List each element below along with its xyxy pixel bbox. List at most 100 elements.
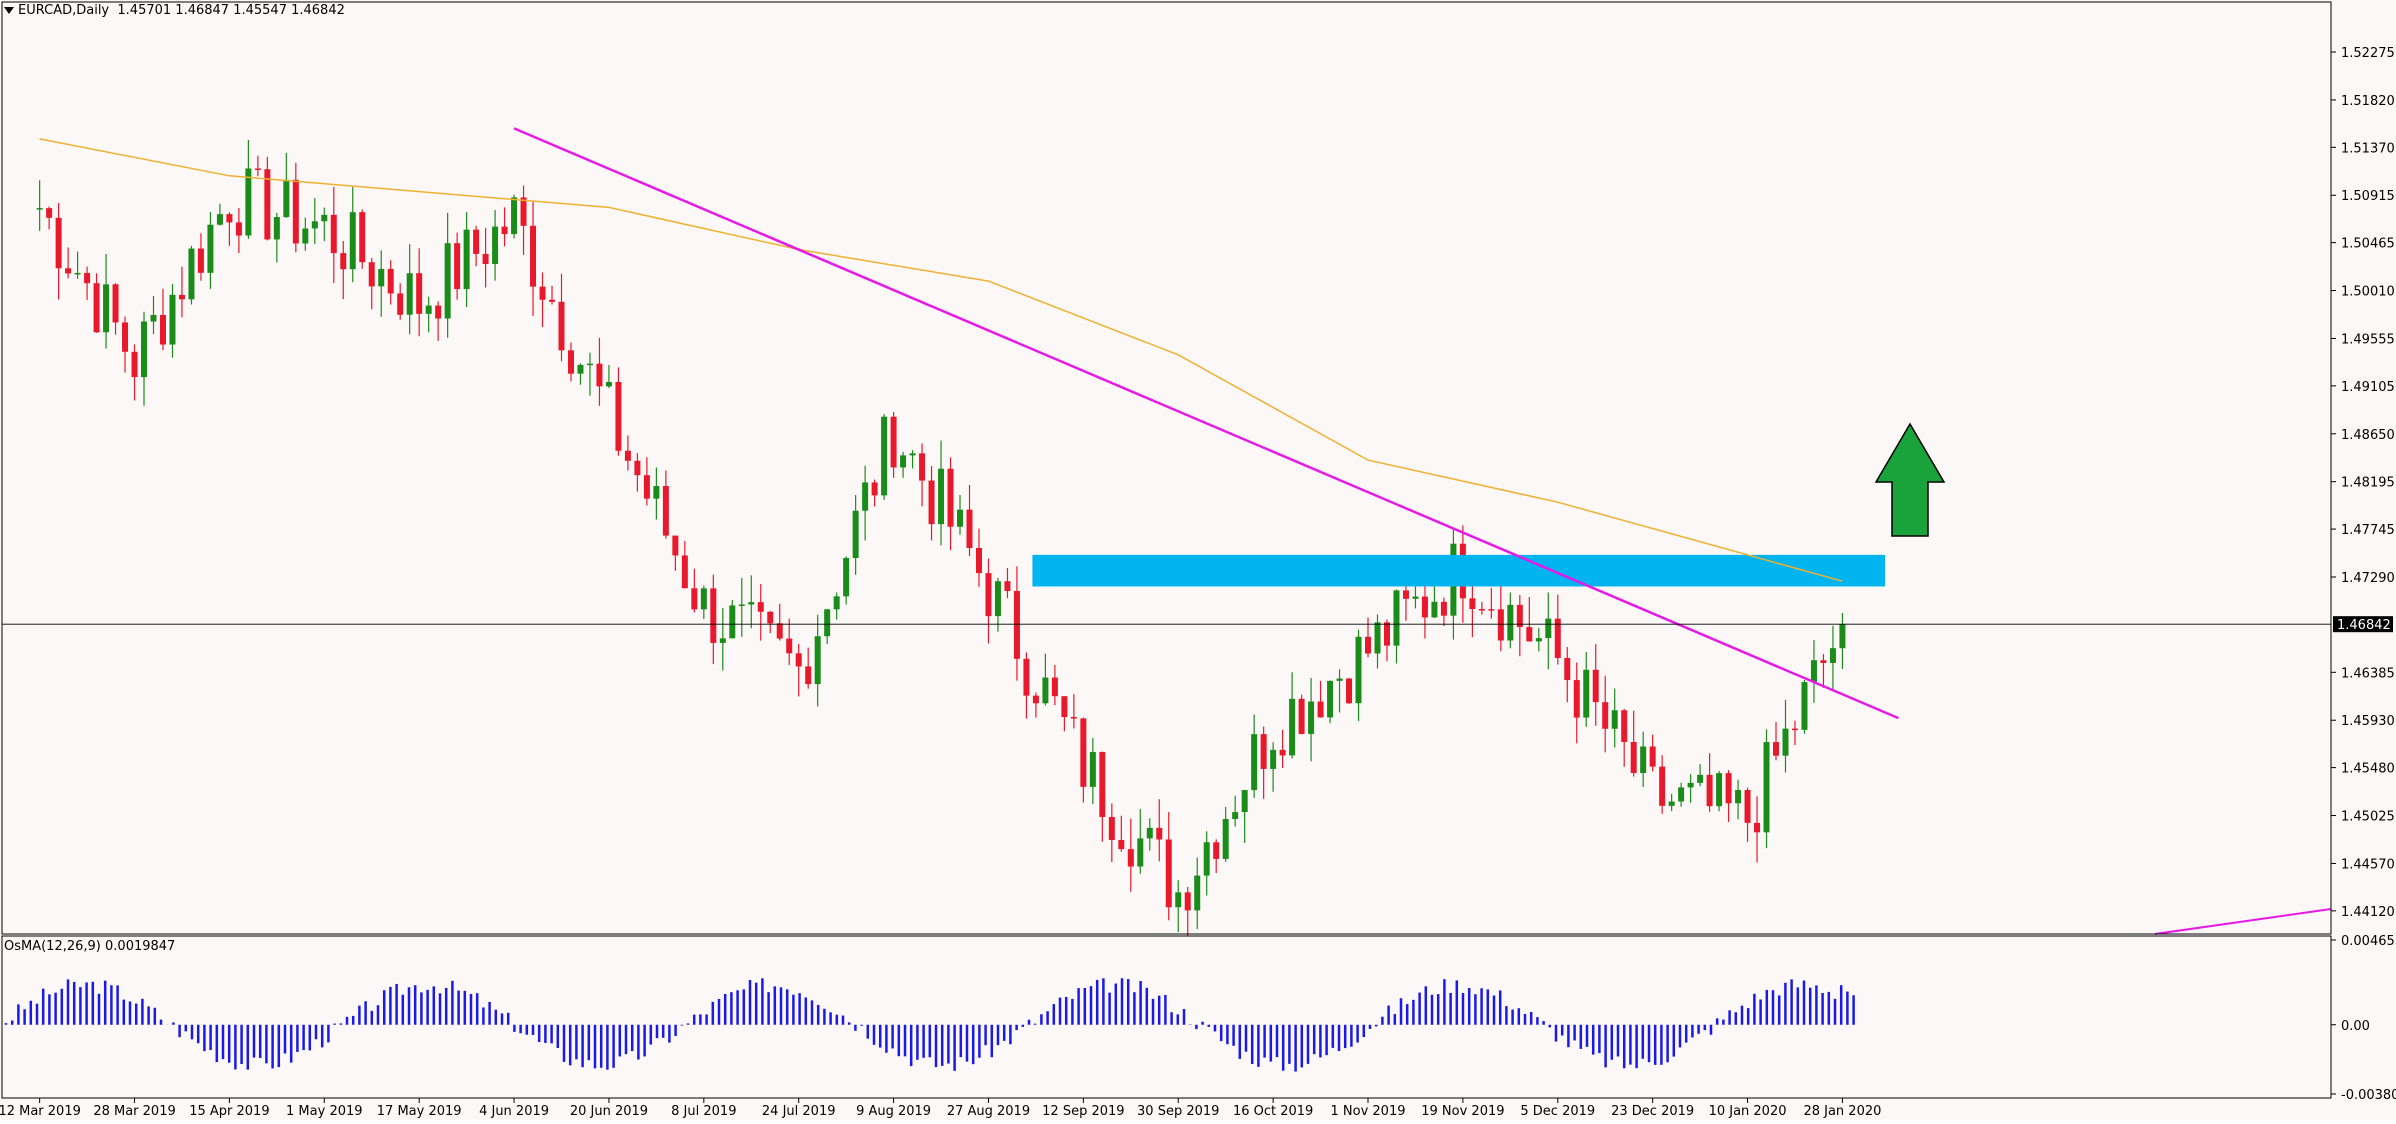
- candle-body: [1298, 698, 1305, 734]
- candle-body: [643, 475, 650, 499]
- candle-body: [1317, 701, 1324, 718]
- candle-body: [1241, 790, 1248, 813]
- candle-body: [814, 636, 821, 685]
- candle-body: [1412, 596, 1419, 599]
- osma-name: OsMA(12,26,9): [4, 939, 101, 954]
- x-tick-label: 9 Aug 2019: [856, 1104, 931, 1119]
- candle-body: [729, 605, 736, 639]
- candle-body: [890, 416, 897, 468]
- candle-body: [65, 268, 72, 274]
- x-tick-label: 23 Dec 2019: [1611, 1104, 1694, 1119]
- candle-body: [302, 228, 309, 244]
- y-tick-label: 1.44120: [2341, 905, 2395, 920]
- candle-body: [975, 547, 982, 574]
- candle-body: [1156, 827, 1163, 840]
- candle-body: [330, 214, 337, 254]
- candle-body: [1099, 752, 1106, 817]
- candle-body: [1507, 604, 1514, 641]
- candle-body: [122, 322, 129, 352]
- candle-body: [805, 666, 812, 685]
- candle-body: [150, 314, 157, 322]
- candle-body: [919, 453, 926, 481]
- osma-y-tick-label: 0.00: [2341, 1019, 2370, 1034]
- candle-body: [55, 217, 62, 269]
- candle-body: [1488, 609, 1495, 611]
- candle-body: [340, 253, 347, 270]
- candle-body: [1554, 618, 1561, 658]
- candle-body: [1004, 581, 1011, 591]
- candle-body: [425, 305, 432, 314]
- candle-body: [1706, 774, 1713, 807]
- osma-y-tick-label: 0.0046536: [2341, 934, 2396, 949]
- ohlc-low: 1.45547: [233, 3, 287, 18]
- candle-body: [1478, 608, 1485, 611]
- arrow-up-icon: [1874, 422, 1946, 537]
- candle-body: [473, 229, 480, 254]
- candle-body: [1042, 677, 1049, 704]
- x-tick-label: 27 Aug 2019: [947, 1104, 1030, 1119]
- candle-body: [1431, 601, 1438, 618]
- osma-header: OsMA(12,26,9) 0.0019847: [4, 939, 175, 954]
- candle-body: [264, 169, 271, 240]
- y-tick-label: 1.50915: [2341, 189, 2395, 204]
- candle-body: [748, 602, 755, 605]
- candle-body: [188, 248, 195, 300]
- x-tick-label: 19 Nov 2019: [1421, 1104, 1504, 1119]
- candle-body: [1564, 657, 1571, 681]
- candle-body: [947, 468, 954, 527]
- candle-body: [1668, 801, 1675, 806]
- candle-body: [1213, 842, 1220, 859]
- candle-body: [928, 480, 935, 525]
- candle-body: [235, 222, 242, 236]
- candle-body: [662, 486, 669, 536]
- candle-body: [1640, 746, 1647, 773]
- x-tick-label: 15 Apr 2019: [189, 1104, 269, 1119]
- candle-body: [1032, 695, 1039, 704]
- candle-body: [1336, 678, 1343, 681]
- y-tick-label: 1.47290: [2341, 571, 2395, 586]
- x-tick-label: 17 May 2019: [377, 1104, 462, 1119]
- y-tick-label: 1.44570: [2341, 857, 2395, 872]
- candle-body: [757, 602, 764, 612]
- candle-body: [1687, 782, 1694, 788]
- candle-body: [1697, 774, 1704, 783]
- candle-body: [577, 364, 584, 374]
- triangle-down-icon[interactable]: [4, 7, 14, 14]
- candle-body: [795, 653, 802, 667]
- osma-y-tick-label: -0.0038023: [2341, 1088, 2396, 1103]
- candle-body: [207, 224, 214, 273]
- candle-body: [501, 226, 508, 235]
- candle-body: [1251, 734, 1258, 791]
- candle-body: [1346, 678, 1353, 704]
- candle-body: [994, 581, 1001, 617]
- candle-body: [1763, 742, 1770, 833]
- candle-body: [1222, 819, 1229, 859]
- candle-body: [1810, 660, 1817, 683]
- candle-body: [1791, 728, 1798, 731]
- candle-body: [36, 208, 43, 210]
- candle-body: [558, 301, 565, 351]
- candle-body: [178, 294, 185, 300]
- candle-body: [843, 558, 850, 597]
- candle-body: [321, 214, 328, 222]
- candle-body: [549, 299, 556, 302]
- x-tick-label: 24 Jul 2019: [762, 1104, 836, 1119]
- candle-body: [1678, 787, 1685, 802]
- candle-body: [1545, 618, 1552, 639]
- candle-body: [1355, 636, 1362, 704]
- y-tick-label: 1.46842: [2337, 618, 2391, 633]
- resistance-zone: [1032, 554, 1885, 587]
- candle-body: [1051, 677, 1058, 697]
- candle-body: [197, 248, 204, 273]
- candle-body: [833, 596, 840, 610]
- candle-body: [767, 611, 774, 624]
- x-tick-label: 12 Sep 2019: [1042, 1104, 1124, 1119]
- candle-body: [1782, 728, 1789, 756]
- candle-body: [1725, 773, 1732, 804]
- ohlc-close: 1.46842: [291, 3, 345, 18]
- candle-body: [1070, 717, 1077, 719]
- candle-body: [1630, 741, 1637, 773]
- candle-body: [1716, 773, 1723, 807]
- candle-body: [84, 272, 91, 284]
